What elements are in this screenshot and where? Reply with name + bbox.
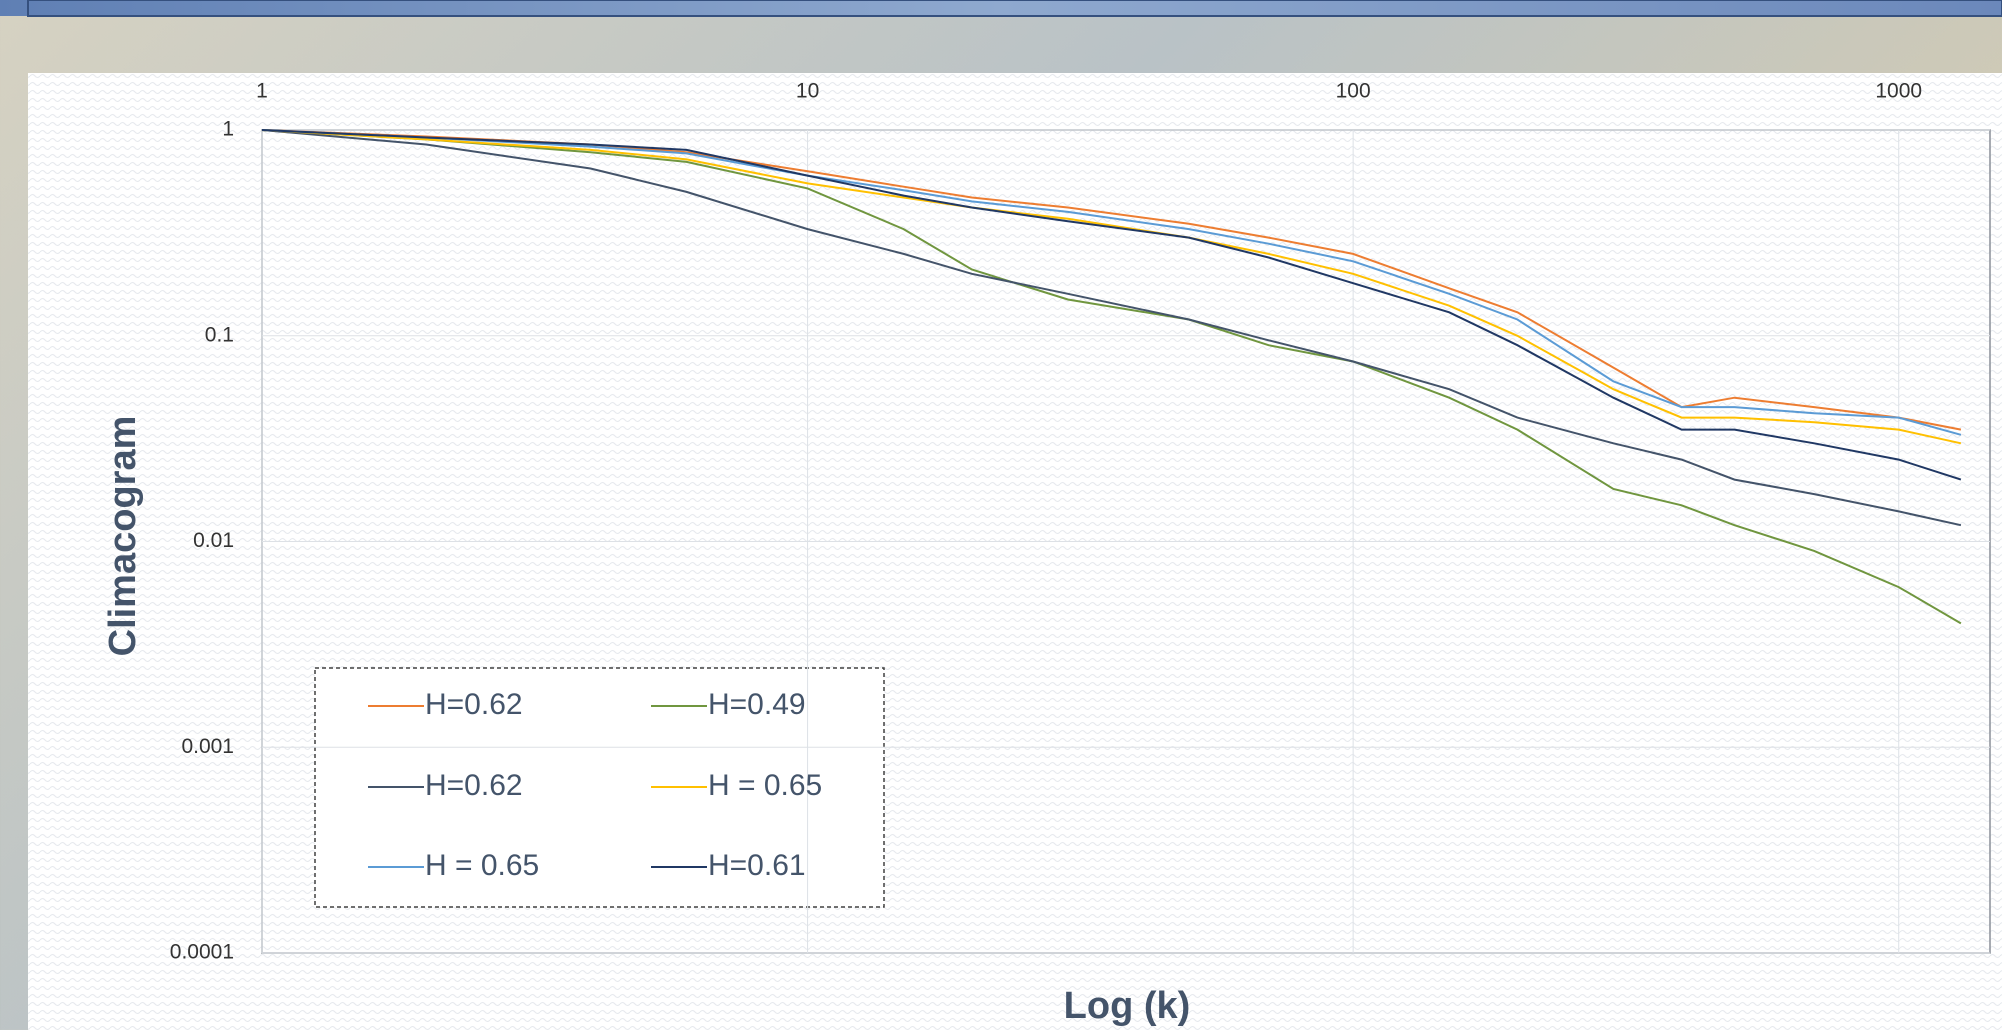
y-tick-label: 0.001 <box>181 735 234 758</box>
x-tick-label: 100 <box>1336 80 1371 103</box>
y-tick-label: 0.01 <box>193 529 234 552</box>
x-axis-title: Log (k) <box>1064 985 1191 1027</box>
x-tick-label: 10 <box>796 80 819 103</box>
legend-label: H=0.49 <box>708 688 806 721</box>
legend-label: H = 0.65 <box>708 769 822 802</box>
legend-label: H = 0.65 <box>425 849 539 882</box>
x-tick-label: 1 <box>256 80 268 103</box>
top-bar <box>0 0 2002 16</box>
y-tick-label: 0.0001 <box>170 941 234 964</box>
legend-label: H=0.62 <box>425 769 523 802</box>
y-axis-title: Climacogram <box>102 416 144 657</box>
y-tick-label: 1 <box>222 118 234 141</box>
y-tick-label: 0.1 <box>205 323 234 346</box>
page: Log (k) Climacogram 1 0.1 0.01 0.001 0.0001 1… <box>0 0 2002 1030</box>
legend-label: H=0.62 <box>425 688 523 721</box>
x-tick-label: 1000 <box>1875 80 1922 103</box>
chart: Log (k) Climacogram 1 0.1 0.01 0.001 0.0001 1… <box>0 0 2002 1030</box>
legend-label: H=0.61 <box>708 849 806 882</box>
